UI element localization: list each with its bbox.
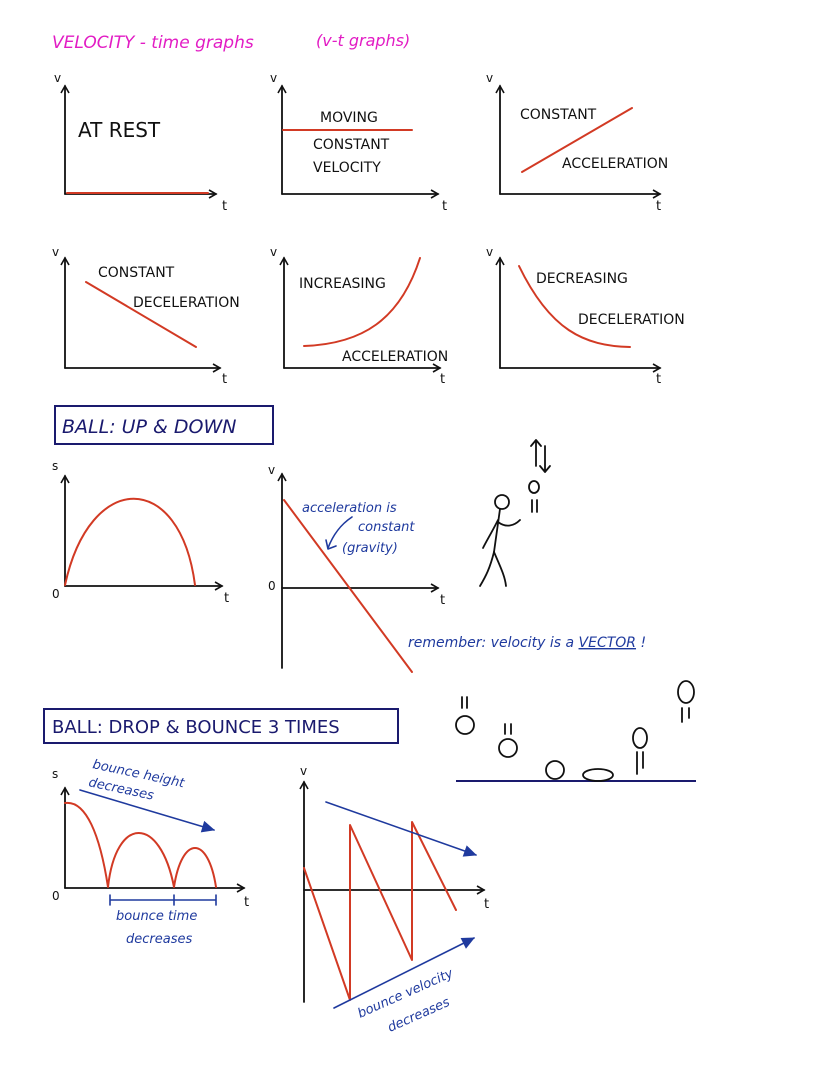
graph-label: INCREASING <box>299 276 386 292</box>
t-label: t <box>442 199 447 214</box>
bounce-time-brackets <box>109 894 217 906</box>
down-arrow-icon <box>539 445 551 473</box>
ball-icon <box>632 727 648 749</box>
t-label: t <box>656 199 661 214</box>
remember-vector: VECTOR <box>579 635 637 651</box>
ball-icon <box>498 738 518 758</box>
v-label: v <box>52 245 59 259</box>
bouncing-balls-illustration <box>455 680 696 782</box>
note-constant: constant <box>358 520 415 535</box>
graph-label: CONSTANT <box>520 107 597 123</box>
origin-label: 0 <box>268 579 276 593</box>
v-label: v <box>486 245 493 259</box>
velocity-line <box>85 281 197 348</box>
bounce-height-arrow <box>79 789 215 833</box>
page-title: VELOCITY - time graphs <box>52 33 254 53</box>
graph-label: VELOCITY <box>313 160 381 176</box>
t-label: t <box>244 895 249 910</box>
graph-label: ACCELERATION <box>562 156 668 172</box>
origin-label: 0 <box>52 889 60 903</box>
velocity-curve <box>303 257 421 347</box>
s-label: s <box>52 459 58 473</box>
heading-box <box>54 405 274 445</box>
note-pointer <box>327 516 353 549</box>
displacement-curve <box>64 801 217 888</box>
graph-constant-deceleration: v t CONSTANT DECELERATION <box>52 245 240 387</box>
graph-label: CONSTANT <box>313 137 390 153</box>
ball-icon <box>528 480 540 494</box>
graph-label: MOVING <box>320 110 378 126</box>
graph-label: DECREASING <box>536 271 628 287</box>
t-label: t <box>222 199 227 214</box>
t-label: t <box>440 372 445 387</box>
squashed-ball-icon <box>582 768 614 782</box>
ball-icon <box>677 680 695 704</box>
v-label: v <box>486 71 493 85</box>
graph-label: DECELERATION <box>578 312 685 328</box>
v-label: v <box>268 463 275 477</box>
velocity-line <box>283 499 413 673</box>
up-arrow-icon <box>530 439 542 467</box>
velocity-curve <box>518 265 631 348</box>
v-label: v <box>300 764 307 778</box>
graph-increasing-acceleration: v t INCREASING ACCELERATION <box>270 245 448 387</box>
v-label: v <box>270 71 277 85</box>
remember-note: remember: velocity is a VECTOR ! <box>408 635 646 651</box>
ball-icon <box>545 760 565 780</box>
velocity-top-arrow <box>325 801 477 857</box>
t-label: t <box>484 897 489 912</box>
t-label: t <box>222 372 227 387</box>
graph-label: ACCELERATION <box>342 349 448 365</box>
origin-label: 0 <box>52 587 60 601</box>
displacement-curve <box>64 497 196 586</box>
note-gravity: (gravity) <box>342 541 398 556</box>
t-label: t <box>656 372 661 387</box>
velocity-sawtooth <box>303 821 457 1001</box>
graph-label: AT REST <box>78 118 161 142</box>
graph-constant-velocity: v t MOVING CONSTANT VELOCITY <box>270 71 447 214</box>
note-acceleration: acceleration is <box>302 501 397 516</box>
graph-decreasing-deceleration: v t DECREASING DECELERATION <box>486 245 685 387</box>
section-heading: BALL: DROP & BOUNCE 3 TIMES <box>52 717 340 738</box>
remember-suffix: ! <box>636 635 646 651</box>
t-label: t <box>224 591 229 606</box>
ball-icon <box>455 715 475 735</box>
section-ball-bounce: BALL: DROP & BOUNCE 3 TIMES s 0 t bounce… <box>43 680 696 1036</box>
graph-at-rest: v t AT REST <box>54 71 227 214</box>
graph-label: CONSTANT <box>98 265 175 281</box>
stick-figure-icon <box>479 439 551 587</box>
section-heading: BALL: UP & DOWN <box>62 416 237 438</box>
remember-prefix: remember: velocity is a <box>408 635 579 651</box>
t-label: t <box>440 593 445 608</box>
velocity-bottom-arrow <box>333 937 475 1009</box>
page-subtitle: (v-t graphs) <box>316 31 410 50</box>
graph-constant-acceleration: v t CONSTANT ACCELERATION <box>486 71 668 214</box>
note-pointer-head <box>325 539 337 550</box>
note-bounce-time: bounce time <box>116 909 197 924</box>
note-bounce-time: decreases <box>126 932 192 947</box>
graph-label: DECELERATION <box>133 295 240 311</box>
s-label: s <box>52 767 58 781</box>
section-ball-up-down: BALL: UP & DOWN s 0 t v 0 t acceleration… <box>52 405 646 673</box>
heading-box <box>43 708 399 744</box>
v-label: v <box>54 71 61 85</box>
v-label: v <box>270 245 277 259</box>
velocity-line <box>521 107 633 173</box>
